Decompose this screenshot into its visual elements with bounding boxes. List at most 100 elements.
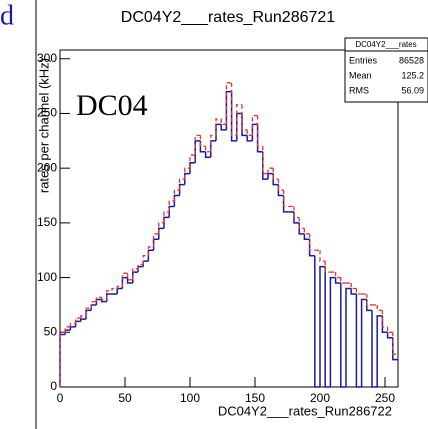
histogram-bin xyxy=(334,272,341,279)
x-tick-label: 100 xyxy=(180,391,200,405)
histogram-bin xyxy=(386,332,393,339)
histogram-bin xyxy=(90,301,97,309)
stats-key: Mean xyxy=(349,70,372,80)
histogram-bin xyxy=(80,315,86,319)
histogram-bin xyxy=(272,168,279,180)
stats-value: 86528 xyxy=(399,55,424,65)
histogram-bin xyxy=(303,228,310,235)
histogram-bin xyxy=(392,332,398,355)
histogram-bin xyxy=(147,246,154,256)
histogram-bin xyxy=(173,189,180,201)
y-tick-label: 150 xyxy=(37,215,57,229)
histogram-bin xyxy=(267,172,274,180)
histogram-bin xyxy=(199,135,206,147)
histogram-bin xyxy=(230,82,237,136)
annotation: d xyxy=(0,0,14,31)
histogram-bin xyxy=(158,227,164,240)
histogram-bin xyxy=(350,283,357,290)
stats-box: DC04Y2___rates Entries 86528 Mean 125.2 … xyxy=(344,37,428,103)
histogram-bin xyxy=(85,307,92,316)
y-tick-label: 50 xyxy=(44,324,58,338)
histogram-bin xyxy=(74,317,81,324)
histogram-bin xyxy=(386,326,393,333)
histogram-bin xyxy=(69,322,76,327)
histogram-bin xyxy=(256,115,263,147)
stats-value: 56.09 xyxy=(401,85,424,95)
histogram-bin xyxy=(366,293,372,306)
histogram-bin xyxy=(184,172,190,185)
x-tick-label: 50 xyxy=(118,391,132,405)
y-tick-label: 250 xyxy=(37,106,57,120)
stats-frame xyxy=(344,37,428,103)
chart-title: DC04Y2___rates_Run286721 xyxy=(121,9,335,26)
histogram-bin xyxy=(147,249,154,262)
histogram-bin xyxy=(100,297,107,301)
histogram-bin xyxy=(251,114,258,136)
histogram-bin xyxy=(324,266,331,388)
histogram-bin xyxy=(282,190,289,208)
histogram-bin xyxy=(324,261,331,273)
histogram-bin xyxy=(121,272,128,287)
x-tick-label: 200 xyxy=(310,391,330,405)
histogram-bin xyxy=(204,151,211,158)
y-axis-label: rates per channel (kHz) xyxy=(36,58,51,193)
histogram-bin xyxy=(236,104,242,136)
histogram-bin xyxy=(116,285,123,289)
histogram-bin xyxy=(350,288,357,295)
histogram-bin xyxy=(340,277,346,284)
histogram-bin xyxy=(64,326,71,333)
histogram-bin xyxy=(168,200,175,212)
histogram-bin xyxy=(152,233,159,247)
histogram-bin xyxy=(111,287,118,291)
histogram-bin xyxy=(158,222,164,234)
histogram-bin xyxy=(126,277,133,284)
y-tick-label: 0 xyxy=(50,379,57,393)
x-tick-label: 0 xyxy=(57,391,64,405)
histogram-bin xyxy=(345,287,352,387)
stats-key: RMS xyxy=(349,85,369,95)
histogram-bin xyxy=(95,296,102,302)
histogram-bin xyxy=(314,255,320,388)
histogram-bin xyxy=(319,250,326,262)
histogram-bin xyxy=(298,217,305,229)
histogram-bin xyxy=(267,167,274,174)
histogram-bin xyxy=(220,118,227,126)
histogram-bin xyxy=(189,161,196,174)
y-tick-label: 300 xyxy=(37,51,57,65)
histogram-bin xyxy=(142,255,149,265)
histogram-bin xyxy=(204,146,211,153)
histogram-bin xyxy=(163,211,170,223)
histogram-bin xyxy=(59,331,66,387)
histogram-bin xyxy=(194,134,201,156)
histogram-bin xyxy=(340,283,346,388)
histogram-bin xyxy=(168,205,175,218)
stats-title: DC04Y2___rates xyxy=(355,40,416,49)
y-tick-label: 200 xyxy=(37,160,57,174)
histogram-bin xyxy=(106,290,112,300)
histogram-bin xyxy=(137,263,144,269)
plot-frame xyxy=(59,49,399,388)
histogram-bin xyxy=(355,288,362,295)
histogram-bin xyxy=(392,337,398,361)
histogram-bin xyxy=(277,179,284,191)
histogram-bin xyxy=(225,82,232,125)
histogram-bin xyxy=(319,265,326,387)
histogram-bin xyxy=(381,310,388,328)
histogram-bin xyxy=(376,304,383,312)
histogram-bin xyxy=(308,233,315,251)
stats-value: 125.2 xyxy=(401,70,424,80)
histogram-bin xyxy=(230,91,237,142)
histogram-bin xyxy=(215,118,222,136)
histogram-bin xyxy=(376,315,383,387)
histogram-bin xyxy=(246,129,253,136)
histogram-bin xyxy=(173,194,180,207)
histogram-bin xyxy=(246,135,253,142)
histogram-bin xyxy=(293,206,300,219)
histogram-bin xyxy=(163,216,170,229)
histogram-bin xyxy=(329,276,336,387)
histogram-bin xyxy=(371,310,378,388)
histogram-bin xyxy=(132,268,138,280)
histogram-bin xyxy=(334,277,341,284)
